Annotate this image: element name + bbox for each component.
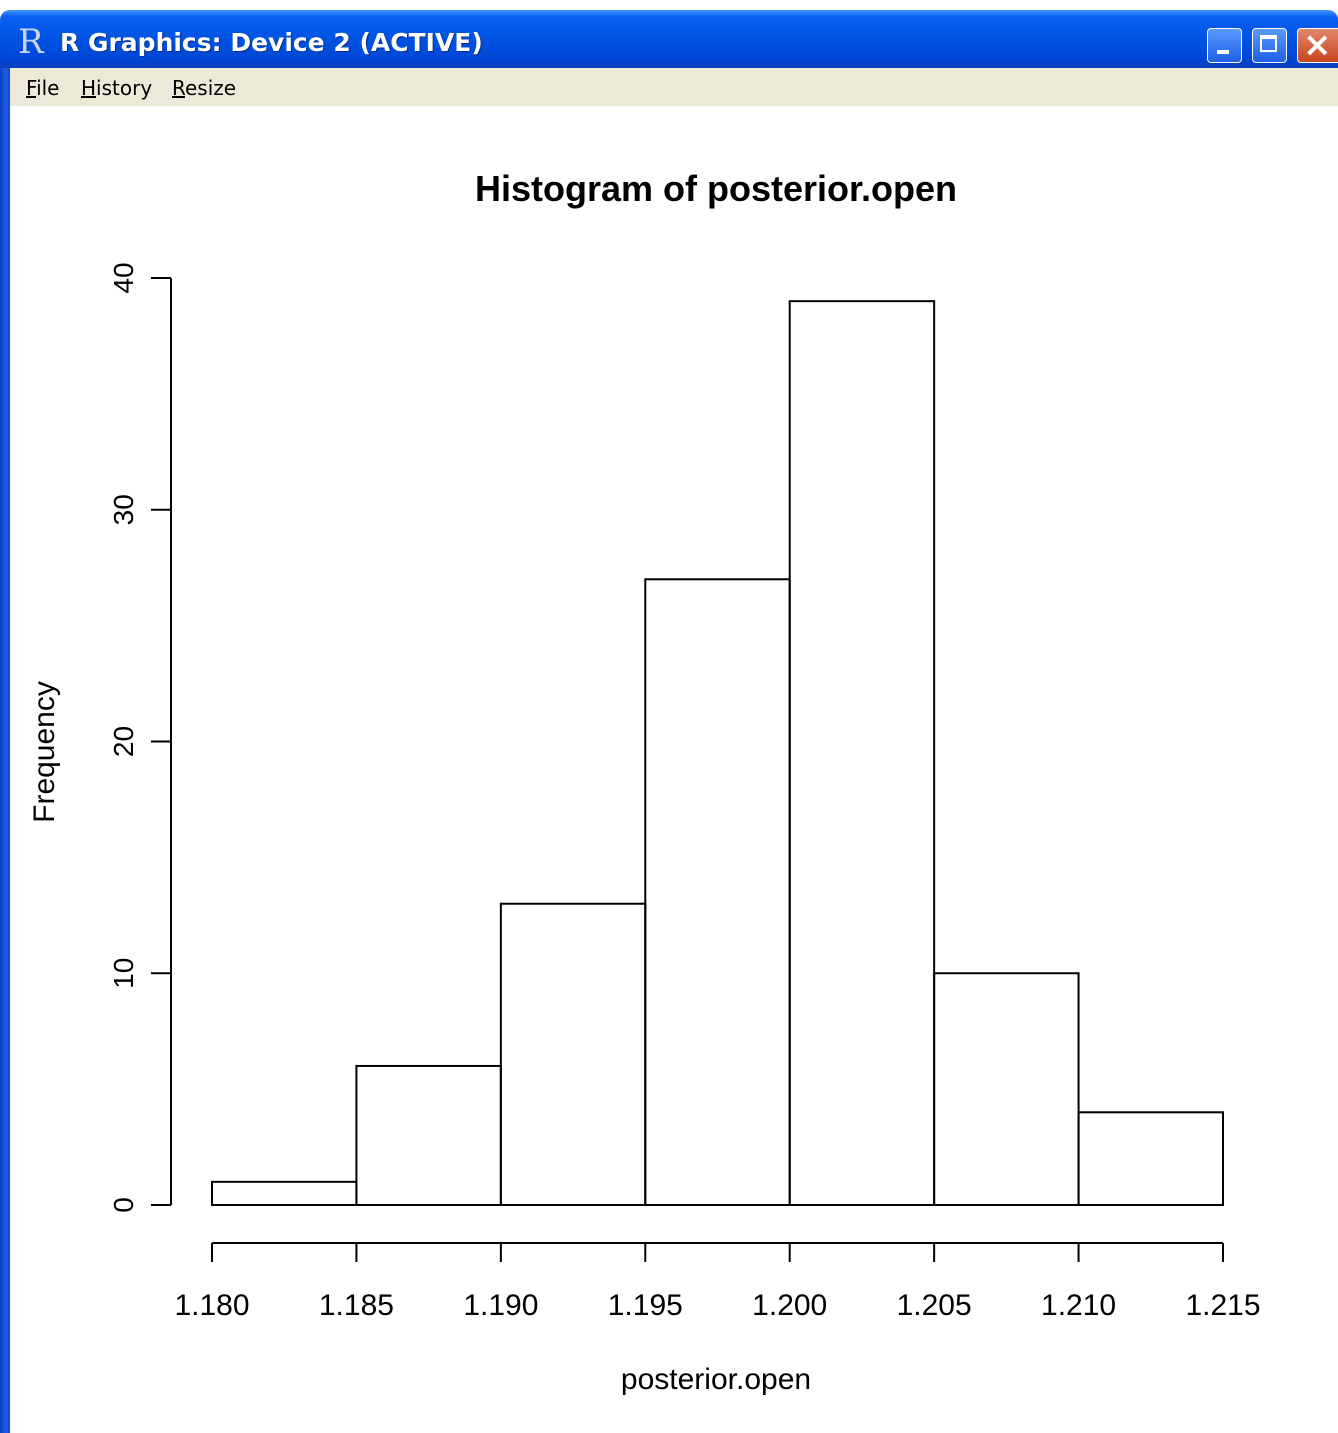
menu-file-rest: ile xyxy=(36,76,60,100)
menu-resize-accel: R xyxy=(172,76,185,100)
histogram-bar xyxy=(933,972,1080,1206)
x-tick-label: 1.195 xyxy=(608,1289,683,1322)
menu-resize[interactable]: Resize xyxy=(172,76,236,100)
y-axis: 0 10 20 30 40 xyxy=(108,262,172,1213)
x-tick-label: 1.190 xyxy=(463,1289,538,1322)
menu-history[interactable]: History xyxy=(81,76,152,100)
y-tick-label: 0 xyxy=(108,1197,139,1213)
histogram-chart: Histogram of posterior.open posterior.op… xyxy=(28,168,1261,1396)
x-tick-label: 1.185 xyxy=(319,1289,394,1322)
x-tick-label: 1.180 xyxy=(174,1289,249,1322)
title-bar[interactable]: R R Graphics: Device 2 (ACTIVE) × xyxy=(0,10,1338,68)
menu-file-accel: F xyxy=(26,76,37,100)
x-axis-label: posterior.open xyxy=(621,1363,811,1396)
maximize-button[interactable] xyxy=(1252,28,1287,63)
x-tick-label: 1.200 xyxy=(752,1289,827,1322)
plot-area: Histogram of posterior.open posterior.op… xyxy=(10,106,1338,1433)
close-button[interactable]: × xyxy=(1297,25,1338,65)
x-tick-label: 1.205 xyxy=(897,1289,972,1322)
y-tick-label: 40 xyxy=(108,262,139,293)
close-icon: × xyxy=(1303,25,1332,65)
minimize-icon xyxy=(1217,50,1229,54)
histogram-bar xyxy=(1077,1111,1224,1206)
menu-bar: File History Resize xyxy=(10,68,1338,106)
x-axis: 1.180 1.185 1.190 1.195 1.200 1.205 1.210 1.215 xyxy=(174,1242,1261,1322)
r-app-icon: R xyxy=(18,22,44,62)
chart-title: Histogram of posterior.open xyxy=(475,168,957,209)
window-frame-left xyxy=(0,68,10,1433)
histogram-bar xyxy=(499,902,647,1206)
x-tick-label: 1.215 xyxy=(1185,1289,1260,1322)
histogram-bar xyxy=(355,1064,502,1207)
menu-file[interactable]: File xyxy=(26,76,59,100)
minimize-button[interactable] xyxy=(1207,28,1242,63)
histogram-bar xyxy=(211,1180,358,1206)
histogram-bar xyxy=(788,300,936,1207)
menu-history-rest: istory xyxy=(96,76,153,100)
maximize-icon xyxy=(1260,35,1277,52)
y-tick-label: 10 xyxy=(108,958,139,989)
y-tick-label: 20 xyxy=(108,726,139,757)
menu-history-accel: H xyxy=(81,76,97,100)
histogram-bars xyxy=(211,300,1224,1207)
window-title: R Graphics: Device 2 (ACTIVE) xyxy=(60,28,483,57)
x-tick-label: 1.210 xyxy=(1041,1289,1116,1322)
y-tick-label: 30 xyxy=(108,494,139,525)
y-axis-label: Frequency xyxy=(28,681,61,823)
histogram-bar xyxy=(644,578,791,1206)
menu-resize-rest: esize xyxy=(185,76,237,100)
